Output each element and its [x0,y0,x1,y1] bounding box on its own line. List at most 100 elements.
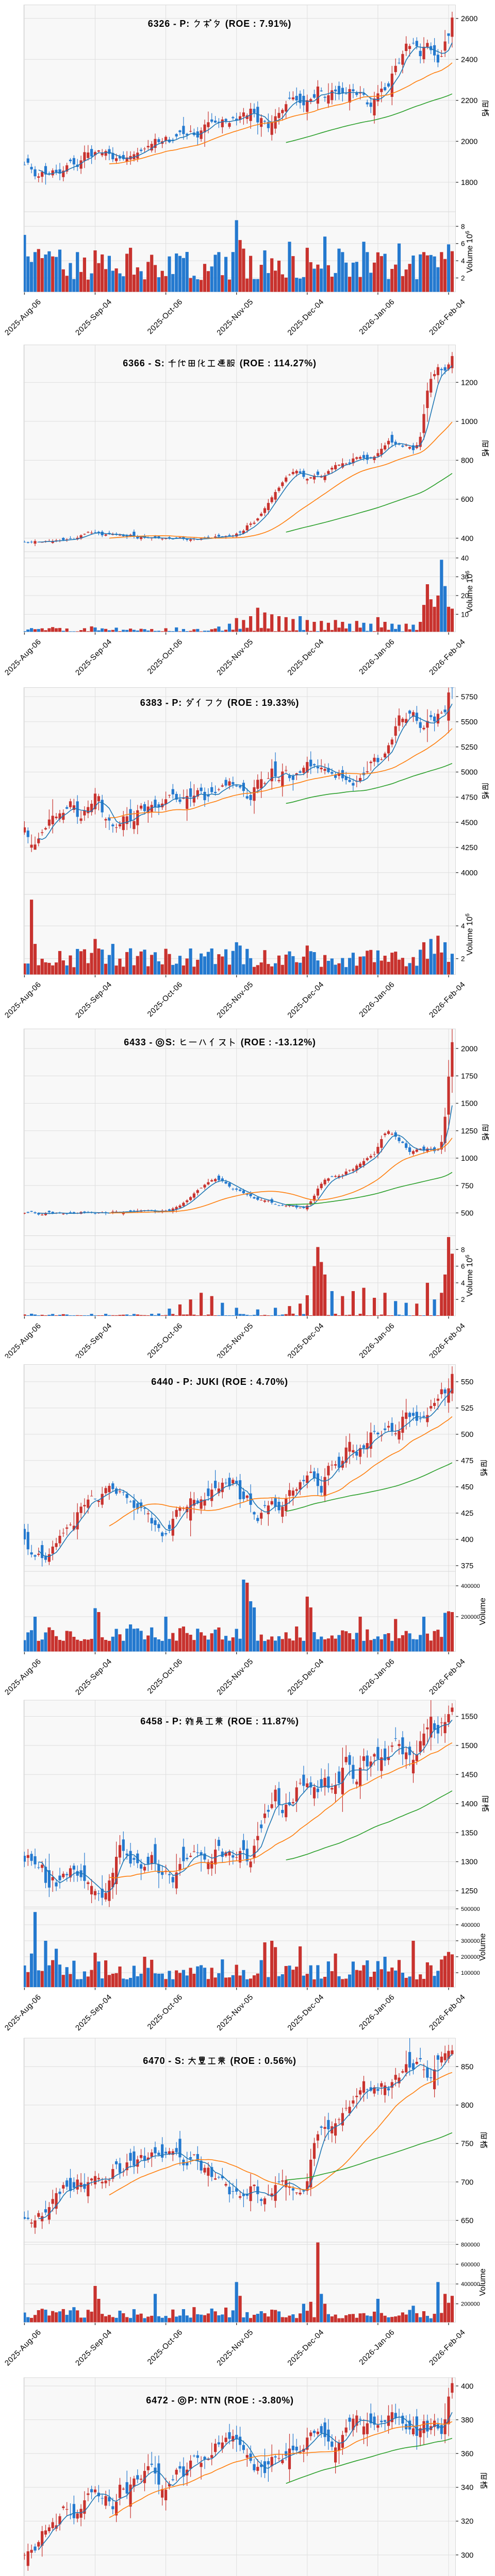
svg-text:2025-Dec-04: 2025-Dec-04 [286,1321,325,1358]
svg-text:2026-Jan-06: 2026-Jan-06 [357,1993,396,2031]
svg-text:2026-Feb-04: 2026-Feb-04 [427,1657,467,1697]
svg-text:2000: 2000 [461,1045,477,1053]
svg-text:1500: 1500 [461,1100,477,1108]
svg-text:2025-Sep-04: 2025-Sep-04 [74,1657,113,1697]
svg-text:200000: 200000 [461,1954,480,1960]
svg-text:2025-Dec-04: 2025-Dec-04 [286,980,325,1019]
svg-text:2025-Aug-06: 2025-Aug-06 [3,1657,43,1697]
svg-text:Volume 106: Volume 106 [465,231,474,273]
svg-text:500: 500 [461,1210,473,1218]
svg-text:5000: 5000 [461,769,477,777]
svg-text:1500: 1500 [461,1742,477,1750]
svg-text:(ROE : -13.12%): (ROE : -13.12%) [238,1037,316,1047]
svg-text:6440 - P: JUKI (ROE : 4.70%): 6440 - P: JUKI (ROE : 4.70%) [151,1377,288,1387]
svg-text:850: 850 [461,2063,473,2072]
svg-text:2025-Aug-06: 2025-Aug-06 [3,297,43,337]
svg-text:400: 400 [461,1536,473,1544]
svg-text:6383 - P:: 6383 - P: [140,698,185,708]
svg-text:1000: 1000 [461,1155,477,1163]
svg-text:2: 2 [461,275,465,282]
svg-text:750: 750 [461,2140,473,2148]
svg-text:Volume: Volume [478,1933,487,1960]
svg-text:525: 525 [461,1404,473,1413]
svg-text:450: 450 [461,1483,473,1492]
svg-text:2025-Nov-05: 2025-Nov-05 [215,1993,255,2032]
svg-text:(ROE : 7.91%): (ROE : 7.91%) [222,19,291,29]
svg-text:400000: 400000 [461,1922,480,1928]
svg-text:(ROE : 0.56%): (ROE : 0.56%) [227,2056,296,2066]
svg-text:1200: 1200 [461,379,477,387]
svg-text:800000: 800000 [461,2242,480,2248]
svg-text:(ROE : 19.33%): (ROE : 19.33%) [224,698,299,708]
svg-text:2025-Nov-05: 2025-Nov-05 [215,297,255,337]
svg-text:400: 400 [461,535,473,543]
svg-text:6326 - P:: 6326 - P: [148,19,193,29]
svg-text:2025-Sep-04: 2025-Sep-04 [74,980,113,1019]
svg-text:4: 4 [461,257,465,265]
svg-text:100000: 100000 [461,1970,480,1976]
svg-text:2: 2 [461,1296,465,1303]
svg-text:2: 2 [461,955,465,963]
svg-text:2025-Dec-04: 2025-Dec-04 [286,637,325,677]
svg-text:360: 360 [461,2450,473,2459]
svg-text:1250: 1250 [461,1887,477,1895]
svg-text:2026-Feb-04: 2026-Feb-04 [427,980,467,1019]
svg-text:6: 6 [461,1263,465,1270]
svg-text:2025-Aug-06: 2025-Aug-06 [3,2328,43,2367]
svg-text:200000: 200000 [461,1614,480,1620]
svg-text:2025-Dec-04: 2025-Dec-04 [286,1993,325,2032]
svg-text:2025-Oct-06: 2025-Oct-06 [146,1657,185,1696]
svg-text:2000: 2000 [461,138,477,146]
svg-text:2026-Feb-04: 2026-Feb-04 [427,1321,467,1358]
svg-text:2025-Nov-05: 2025-Nov-05 [215,637,255,677]
svg-text:2200: 2200 [461,97,477,105]
svg-text:2026-Jan-06: 2026-Jan-06 [357,1657,396,1696]
svg-text:Volume: Volume [478,2268,487,2296]
svg-text:2025-Sep-04: 2025-Sep-04 [74,1993,113,2032]
svg-text:5750: 5750 [461,693,477,701]
svg-text:6433 -: 6433 - [124,1037,156,1047]
svg-text:380: 380 [461,2416,473,2425]
svg-text:2400: 2400 [461,56,477,64]
svg-text:Volume 106: Volume 106 [465,913,474,956]
svg-text:2025-Oct-06: 2025-Oct-06 [146,1321,185,1358]
svg-text:2025-Sep-04: 2025-Sep-04 [74,2328,113,2367]
svg-text:1000: 1000 [461,418,477,426]
svg-text:800: 800 [461,2102,473,2110]
svg-text:2025-Oct-06: 2025-Oct-06 [146,1993,185,2031]
svg-text:700: 700 [461,2178,473,2187]
svg-text:2026-Jan-06: 2026-Jan-06 [357,637,396,676]
svg-text:2025-Nov-05: 2025-Nov-05 [215,1657,255,1697]
svg-text:2025-Dec-04: 2025-Dec-04 [286,2328,325,2367]
svg-text:4: 4 [461,922,465,930]
svg-text:5500: 5500 [461,718,477,726]
svg-text:4250: 4250 [461,844,477,852]
svg-text:650: 650 [461,2217,473,2225]
svg-text:2025-Nov-05: 2025-Nov-05 [215,980,255,1019]
svg-text:2025-Oct-06: 2025-Oct-06 [146,980,185,1019]
svg-text:2025-Dec-04: 2025-Dec-04 [286,1657,325,1697]
svg-text:2600: 2600 [461,15,477,23]
svg-text:425: 425 [461,1510,473,1518]
svg-text:20: 20 [461,592,469,600]
svg-text:1250: 1250 [461,1127,477,1136]
svg-text:2026-Jan-06: 2026-Jan-06 [357,980,396,1019]
svg-text:6472 -: 6472 - [146,2395,178,2405]
svg-text:2026-Feb-04: 2026-Feb-04 [427,297,467,337]
svg-text:2026-Feb-04: 2026-Feb-04 [427,637,467,677]
svg-text:2025-Aug-06: 2025-Aug-06 [3,980,43,1019]
svg-text:4: 4 [461,1279,465,1287]
svg-text:2026-Jan-06: 2026-Jan-06 [357,1321,396,1358]
svg-text:1750: 1750 [461,1073,477,1081]
svg-text:2025-Aug-06: 2025-Aug-06 [3,1321,43,1358]
svg-text:10: 10 [461,611,469,618]
svg-text:375: 375 [461,1562,473,1570]
svg-text:40: 40 [461,554,469,562]
svg-text:400: 400 [461,2382,473,2391]
svg-text:500: 500 [461,1431,473,1439]
svg-text:500000: 500000 [461,1906,480,1912]
svg-text:Volume 106: Volume 106 [465,1255,474,1297]
svg-text:2026-Feb-04: 2026-Feb-04 [427,2328,467,2367]
svg-text:2025-Aug-06: 2025-Aug-06 [3,1993,43,2032]
svg-text:750: 750 [461,1182,473,1190]
